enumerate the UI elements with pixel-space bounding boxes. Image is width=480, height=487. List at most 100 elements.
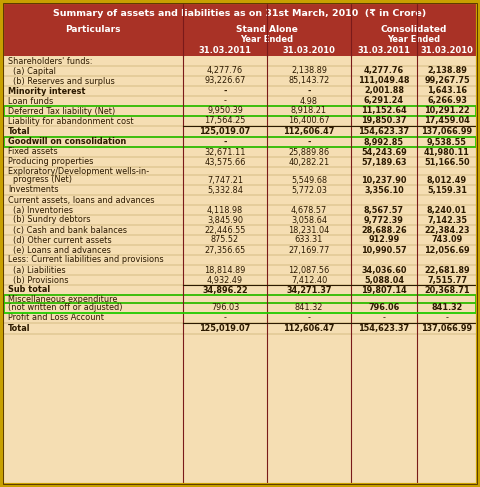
Text: (not written off or adjusted): (not written off or adjusted)	[8, 303, 122, 313]
Text: 12,087.56: 12,087.56	[288, 265, 330, 275]
Text: 111,049.48: 111,049.48	[358, 76, 410, 86]
Text: 796.06: 796.06	[368, 303, 400, 313]
Text: (b) Reserves and surplus: (b) Reserves and surplus	[13, 76, 115, 86]
Text: 41,980.11: 41,980.11	[424, 148, 470, 156]
Text: Stand Alone: Stand Alone	[236, 24, 298, 34]
Text: -: -	[445, 314, 448, 322]
Text: 19,850.37: 19,850.37	[361, 116, 407, 126]
Text: 31.03.2011: 31.03.2011	[358, 46, 410, 55]
Text: 154,623.37: 154,623.37	[359, 324, 409, 333]
Text: 5,332.84: 5,332.84	[207, 186, 243, 194]
Text: 743.09: 743.09	[432, 236, 463, 244]
Text: 34,896.22: 34,896.22	[202, 285, 248, 295]
Text: 2,138.89: 2,138.89	[427, 67, 467, 75]
Text: 5,772.03: 5,772.03	[291, 186, 327, 194]
Text: 7,515.77: 7,515.77	[427, 276, 467, 284]
Text: 112,606.47: 112,606.47	[283, 127, 335, 136]
Text: Total: Total	[8, 324, 31, 333]
Text: 4,932.49: 4,932.49	[207, 276, 243, 284]
Text: Producing properties: Producing properties	[8, 157, 94, 167]
Text: 8,012.49: 8,012.49	[427, 175, 467, 185]
Text: (d) Other current assets: (d) Other current assets	[13, 236, 112, 244]
Text: 27,356.65: 27,356.65	[204, 245, 246, 255]
Text: 125,019.07: 125,019.07	[199, 127, 251, 136]
Text: (b) Sundry debtors: (b) Sundry debtors	[13, 216, 91, 225]
Text: 4,118.98: 4,118.98	[207, 206, 243, 214]
Text: 912.99: 912.99	[368, 236, 400, 244]
Text: 22,446.55: 22,446.55	[204, 225, 246, 235]
Text: 6,291.24: 6,291.24	[364, 96, 404, 106]
Bar	[4, 295, 476, 303]
Text: 8,918.21: 8,918.21	[291, 107, 327, 115]
Text: 7,747.21: 7,747.21	[207, 175, 243, 185]
Text: 17,564.25: 17,564.25	[204, 116, 246, 126]
Text: Miscellaneous expenditure: Miscellaneous expenditure	[8, 295, 118, 303]
Text: Fixed assets: Fixed assets	[8, 148, 58, 156]
Text: 125,019.07: 125,019.07	[199, 324, 251, 333]
Bar	[3, 35, 477, 45]
Text: (b) Provisions: (b) Provisions	[13, 276, 69, 284]
Text: 154,623.37: 154,623.37	[359, 127, 409, 136]
Text: 31.03.2010: 31.03.2010	[420, 46, 473, 55]
Bar	[3, 3, 477, 23]
Text: 11,152.64: 11,152.64	[361, 107, 407, 115]
Text: 137,066.99: 137,066.99	[421, 324, 473, 333]
Text: 2,001.88: 2,001.88	[364, 87, 404, 95]
Text: -: -	[223, 137, 227, 147]
Text: Deferred Tax liability (Net): Deferred Tax liability (Net)	[8, 107, 115, 115]
Text: Current assets, loans and advances: Current assets, loans and advances	[8, 195, 155, 205]
Text: Profit and Loss Account: Profit and Loss Account	[8, 314, 104, 322]
Bar	[3, 23, 477, 35]
Text: 8,567.57: 8,567.57	[364, 206, 404, 214]
Text: Liability for abandonment cost: Liability for abandonment cost	[8, 116, 133, 126]
Text: Shareholders' funds:: Shareholders' funds:	[8, 56, 93, 65]
Text: Exploratory/Development wells-in-: Exploratory/Development wells-in-	[8, 167, 149, 175]
Text: 4,277.76: 4,277.76	[207, 67, 243, 75]
Text: 3,058.64: 3,058.64	[291, 216, 327, 225]
Text: 137,066.99: 137,066.99	[421, 127, 473, 136]
Text: 1,643.16: 1,643.16	[427, 87, 467, 95]
Text: 16,400.67: 16,400.67	[288, 116, 330, 126]
Text: progress (Net): progress (Net)	[13, 175, 72, 185]
Text: Year Ended: Year Ended	[240, 36, 294, 44]
Text: (a) Capital: (a) Capital	[13, 67, 56, 75]
Text: Minority interest: Minority interest	[8, 87, 85, 95]
Text: Consolidated: Consolidated	[381, 24, 447, 34]
Text: Total: Total	[8, 127, 31, 136]
Text: 112,606.47: 112,606.47	[283, 324, 335, 333]
Text: Particulars: Particulars	[65, 24, 121, 34]
Text: 9,538.55: 9,538.55	[427, 137, 467, 147]
Text: 51,166.50: 51,166.50	[424, 157, 470, 167]
Text: 43,575.66: 43,575.66	[204, 157, 246, 167]
Text: -: -	[223, 87, 227, 95]
Text: 8,992.85: 8,992.85	[364, 137, 404, 147]
Text: 31.03.2010: 31.03.2010	[283, 46, 336, 55]
Text: -: -	[307, 137, 311, 147]
Bar	[4, 137, 476, 147]
Text: 57,189.63: 57,189.63	[361, 157, 407, 167]
Text: 10,237.90: 10,237.90	[361, 175, 407, 185]
Text: Summary of assets and liabilities as on 31st March, 2010  (₹ in Crore): Summary of assets and liabilities as on …	[53, 8, 427, 18]
Bar	[3, 45, 477, 56]
Text: 4.98: 4.98	[300, 96, 318, 106]
Text: 3,356.10: 3,356.10	[364, 186, 404, 194]
Text: Less: Current liabilities and provisions: Less: Current liabilities and provisions	[8, 256, 164, 264]
Text: Year Ended: Year Ended	[387, 36, 441, 44]
Text: 12,056.69: 12,056.69	[424, 245, 470, 255]
Text: 22,384.23: 22,384.23	[424, 225, 470, 235]
Text: 54,243.69: 54,243.69	[361, 148, 407, 156]
Text: 9,950.39: 9,950.39	[207, 107, 243, 115]
Text: 5,088.04: 5,088.04	[364, 276, 404, 284]
Text: 4,277.76: 4,277.76	[364, 67, 404, 75]
Text: -: -	[307, 87, 311, 95]
Text: Investments: Investments	[8, 186, 59, 194]
Text: 99,267.75: 99,267.75	[424, 76, 470, 86]
Text: 22,681.89: 22,681.89	[424, 265, 470, 275]
Text: 841.32: 841.32	[295, 303, 323, 313]
Text: 40,282.21: 40,282.21	[288, 157, 330, 167]
Text: 20,368.71: 20,368.71	[424, 285, 470, 295]
Text: 25,889.86: 25,889.86	[288, 148, 330, 156]
Text: 34,271.37: 34,271.37	[286, 285, 332, 295]
Text: 4,678.57: 4,678.57	[291, 206, 327, 214]
Text: (a) Inventories: (a) Inventories	[13, 206, 73, 214]
